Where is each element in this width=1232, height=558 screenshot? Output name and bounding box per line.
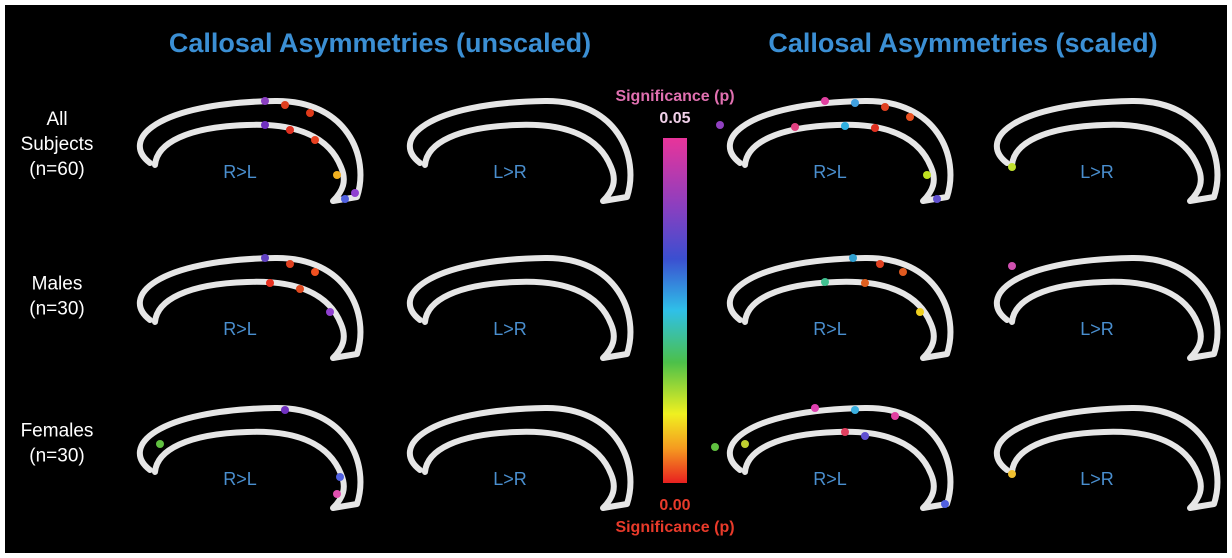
significance-spot — [881, 103, 889, 111]
panel-label: R>L — [223, 319, 257, 339]
significance-spot — [333, 490, 341, 498]
significance-spot — [296, 285, 304, 293]
colorbar-title: Significance (p) — [615, 519, 734, 536]
significance-spot — [311, 268, 319, 276]
significance-spot — [261, 97, 269, 105]
significance-spot — [791, 123, 799, 131]
panel-label: R>L — [813, 319, 847, 339]
row-label: Subjects — [21, 134, 94, 155]
panel-label: L>R — [493, 162, 527, 182]
row-label: All — [46, 109, 67, 130]
significance-spot — [861, 279, 869, 287]
significance-spot — [851, 99, 859, 107]
significance-spot — [333, 171, 341, 179]
significance-spot — [923, 171, 931, 179]
significance-spot — [351, 189, 359, 197]
significance-spot — [306, 109, 314, 117]
significance-spot — [261, 121, 269, 129]
significance-spot — [311, 136, 319, 144]
title: Callosal Asymmetries (scaled) — [768, 28, 1157, 58]
significance-spot — [1008, 163, 1016, 171]
significance-spot — [861, 432, 869, 440]
significance-spot — [286, 126, 294, 134]
significance-spot — [281, 101, 289, 109]
significance-spot — [741, 440, 749, 448]
significance-spot — [811, 404, 819, 412]
significance-spot — [941, 500, 949, 508]
significance-spot — [336, 473, 344, 481]
panel-label: L>R — [1080, 162, 1114, 182]
significance-spot — [821, 97, 829, 105]
significance-spot — [891, 412, 899, 420]
significance-spot — [711, 443, 719, 451]
significance-spot — [899, 268, 907, 276]
colorbar-title: Significance (p) — [615, 88, 734, 105]
panel-label: L>R — [1080, 319, 1114, 339]
significance-spot — [156, 440, 164, 448]
significance-spot — [841, 428, 849, 436]
panel-label: R>L — [223, 162, 257, 182]
row-label: (n=60) — [29, 159, 84, 180]
significance-spot — [341, 195, 349, 203]
significance-spot — [286, 260, 294, 268]
significance-spot — [851, 406, 859, 414]
background — [5, 5, 1227, 553]
significance-spot — [876, 260, 884, 268]
panel-label: L>R — [1080, 469, 1114, 489]
figure: Callosal Asymmetries (unscaled) Callosal… — [0, 0, 1232, 558]
panel-label: L>R — [493, 319, 527, 339]
significance-spot — [281, 406, 289, 414]
colorbar — [663, 138, 687, 483]
panel-label: R>L — [813, 162, 847, 182]
significance-spot — [716, 121, 724, 129]
panel-label: R>L — [813, 469, 847, 489]
significance-spot — [1008, 470, 1016, 478]
significance-spot — [933, 195, 941, 203]
row-label: (n=30) — [29, 299, 84, 320]
significance-spot — [266, 279, 274, 287]
row-label: Females — [21, 421, 94, 442]
title: Callosal Asymmetries (unscaled) — [169, 28, 591, 58]
row-label: (n=30) — [29, 446, 84, 467]
significance-spot — [261, 254, 269, 262]
significance-spot — [916, 308, 924, 316]
significance-spot — [849, 254, 857, 262]
significance-spot — [871, 124, 879, 132]
significance-spot — [326, 308, 334, 316]
significance-spot — [821, 278, 829, 286]
colorbar-max: 0.05 — [659, 110, 690, 127]
significance-spot — [841, 122, 849, 130]
significance-spot — [1008, 262, 1016, 270]
panel-label: L>R — [493, 469, 527, 489]
significance-spot — [906, 113, 914, 121]
row-label: Males — [32, 274, 83, 295]
panel-label: R>L — [223, 469, 257, 489]
colorbar-min: 0.00 — [659, 497, 690, 514]
